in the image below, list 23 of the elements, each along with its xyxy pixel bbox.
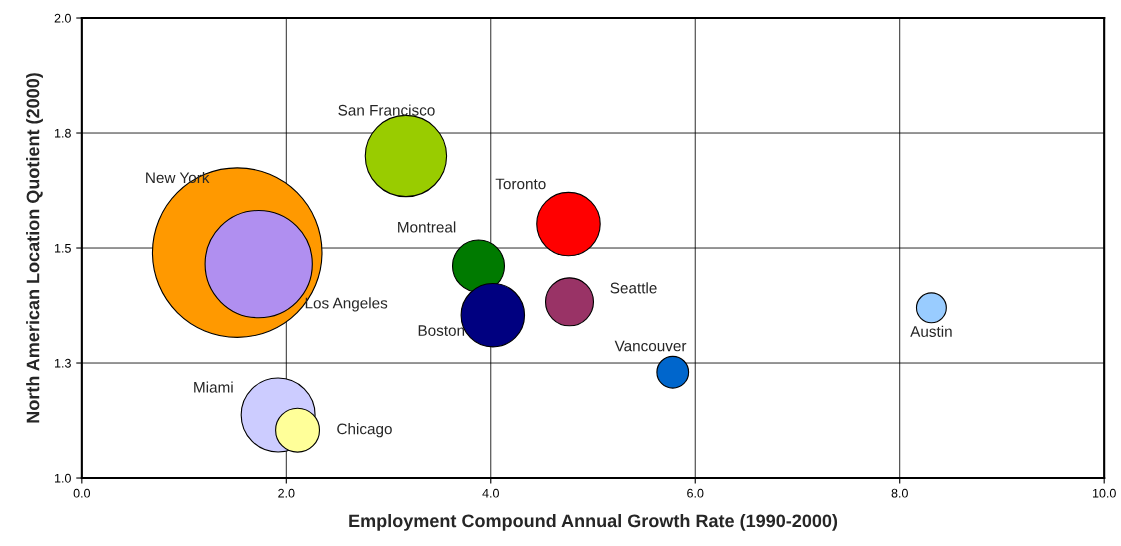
x-tick-label: 10.0 xyxy=(1092,488,1116,498)
series-label: Austin xyxy=(910,325,952,337)
series-label: Seattle xyxy=(610,282,657,294)
series-label: Miami xyxy=(194,381,233,393)
x-tick-label: 8.0 xyxy=(891,488,908,498)
series-label: Toronto xyxy=(495,178,546,190)
x-tick-label: 2.0 xyxy=(278,488,295,498)
x-axis-title: Employment Compound Annual Growth Rate (1990-2000) xyxy=(349,513,838,531)
y-tick-label: 1.8 xyxy=(54,128,71,138)
y-tick-label: 1.0 xyxy=(54,473,71,483)
x-tick-label: 0.0 xyxy=(73,488,91,498)
series-label: Los Angeles xyxy=(305,297,388,312)
x-tick-label: 4.0 xyxy=(482,488,499,498)
y-tick-label: 2.0 xyxy=(54,13,71,23)
y-tick-label: 1.3 xyxy=(54,358,71,368)
y-tick-label: 1.5 xyxy=(54,243,71,253)
y-axis-title: North American Location Quotient (2000) xyxy=(26,73,43,423)
series-label: Boston xyxy=(418,325,465,336)
series-label: Chicago xyxy=(337,423,392,438)
series-label: San Francisco xyxy=(338,104,435,116)
series-label: Montreal xyxy=(398,221,456,233)
x-tick-label: 6.0 xyxy=(687,488,704,498)
series-label: Vancouver xyxy=(614,340,687,352)
